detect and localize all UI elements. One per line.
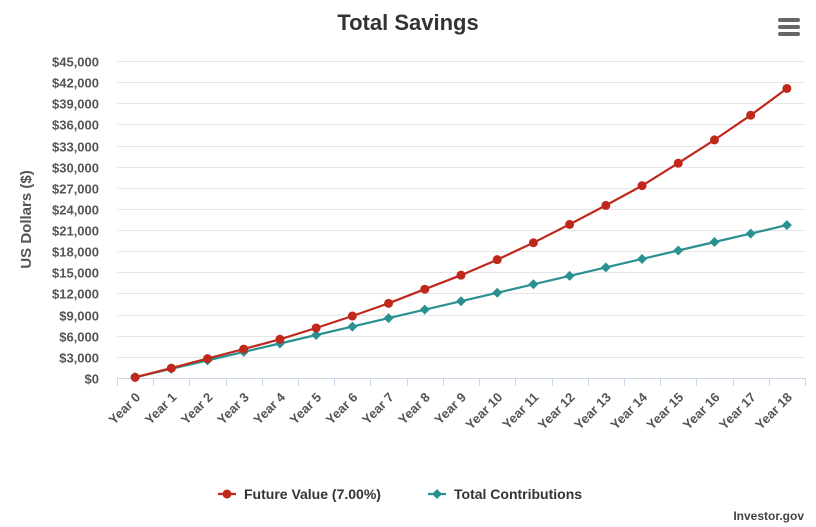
hamburger-icon	[778, 18, 800, 22]
x-tick-label: Year 2	[178, 390, 216, 428]
x-tick-label: Year 3	[214, 390, 252, 428]
chart-title: Total Savings	[337, 10, 479, 35]
credit-link[interactable]: Investor.gov	[733, 509, 804, 523]
data-point[interactable]	[130, 372, 140, 382]
x-tick-label: Year 13	[571, 390, 614, 433]
data-point[interactable]	[311, 330, 322, 341]
x-tick-label: Year 8	[395, 390, 433, 428]
x-tick-label: Year 10	[463, 390, 506, 433]
data-point[interactable]	[420, 284, 430, 294]
y-tick-label: $39,000	[52, 97, 99, 112]
data-point[interactable]	[601, 200, 611, 210]
y-tick-label: $9,000	[59, 309, 99, 324]
y-tick-label: $18,000	[52, 245, 99, 260]
data-point[interactable]	[745, 228, 756, 239]
y-tick-label: $15,000	[52, 266, 99, 281]
data-point[interactable]	[637, 181, 647, 191]
data-point[interactable]	[782, 83, 792, 93]
x-tick-label: Year 15	[644, 390, 687, 433]
data-point[interactable]	[637, 253, 648, 264]
x-tick-label: Year 1	[142, 390, 180, 428]
x-tick-label: Year 16	[680, 390, 723, 433]
legend-marker	[432, 489, 442, 499]
data-point[interactable]	[528, 279, 539, 290]
data-point[interactable]	[673, 245, 684, 256]
legend-item[interactable]: Future Value (7.00%)	[244, 486, 381, 502]
data-point[interactable]	[565, 219, 575, 229]
y-axis-title: US Dollars ($)	[18, 170, 35, 268]
x-tick-label: Year 6	[323, 390, 361, 428]
y-tick-label: $0	[85, 372, 99, 387]
legend-item[interactable]: Total Contributions	[454, 486, 582, 502]
y-tick-label: $36,000	[52, 118, 99, 133]
series-line	[134, 87, 788, 379]
x-tick-label: Year 17	[716, 390, 759, 433]
data-point[interactable]	[564, 270, 575, 281]
data-point[interactable]	[528, 238, 538, 248]
data-point[interactable]	[492, 287, 503, 298]
y-tick-label: $6,000	[59, 330, 99, 345]
data-point[interactable]	[456, 296, 466, 307]
data-point[interactable]	[781, 220, 792, 231]
y-tick-label: $21,000	[52, 224, 99, 239]
data-point[interactable]	[709, 237, 720, 248]
x-tick-label: Year 5	[287, 390, 325, 428]
data-point[interactable]	[492, 255, 502, 265]
x-tick-label: Year 12	[535, 390, 578, 433]
y-tick-label: $3,000	[59, 351, 99, 366]
data-point[interactable]	[746, 110, 756, 120]
y-tick-label: $45,000	[52, 55, 99, 70]
data-point[interactable]	[383, 313, 394, 324]
chart-menu-button[interactable]	[776, 16, 802, 38]
x-tick-label: Year 14	[607, 389, 650, 432]
data-point[interactable]	[347, 321, 358, 332]
data-point[interactable]	[166, 363, 176, 373]
x-tick-label: Year 11	[499, 390, 541, 432]
data-point[interactable]	[203, 354, 213, 364]
data-point[interactable]	[600, 262, 611, 273]
data-point[interactable]	[419, 304, 430, 315]
x-tick-label: Year 0	[106, 390, 144, 428]
y-tick-label: $33,000	[52, 140, 99, 155]
data-point[interactable]	[384, 298, 394, 308]
y-tick-label: $30,000	[52, 161, 99, 176]
x-tick-label: Year 7	[359, 390, 397, 428]
data-point[interactable]	[673, 158, 683, 168]
data-point[interactable]	[709, 135, 719, 145]
x-tick-label: Year 4	[250, 389, 288, 427]
data-point[interactable]	[311, 323, 321, 333]
data-point[interactable]	[347, 311, 357, 321]
legend-marker	[222, 489, 232, 499]
y-tick-label: $12,000	[52, 287, 99, 302]
y-tick-label: $42,000	[52, 76, 99, 91]
x-tick-label: Year 18	[752, 390, 795, 433]
y-tick-label: $24,000	[52, 203, 99, 218]
data-point[interactable]	[275, 334, 285, 344]
data-point[interactable]	[239, 344, 249, 354]
data-point[interactable]	[456, 270, 466, 280]
y-tick-label: $27,000	[52, 182, 99, 197]
